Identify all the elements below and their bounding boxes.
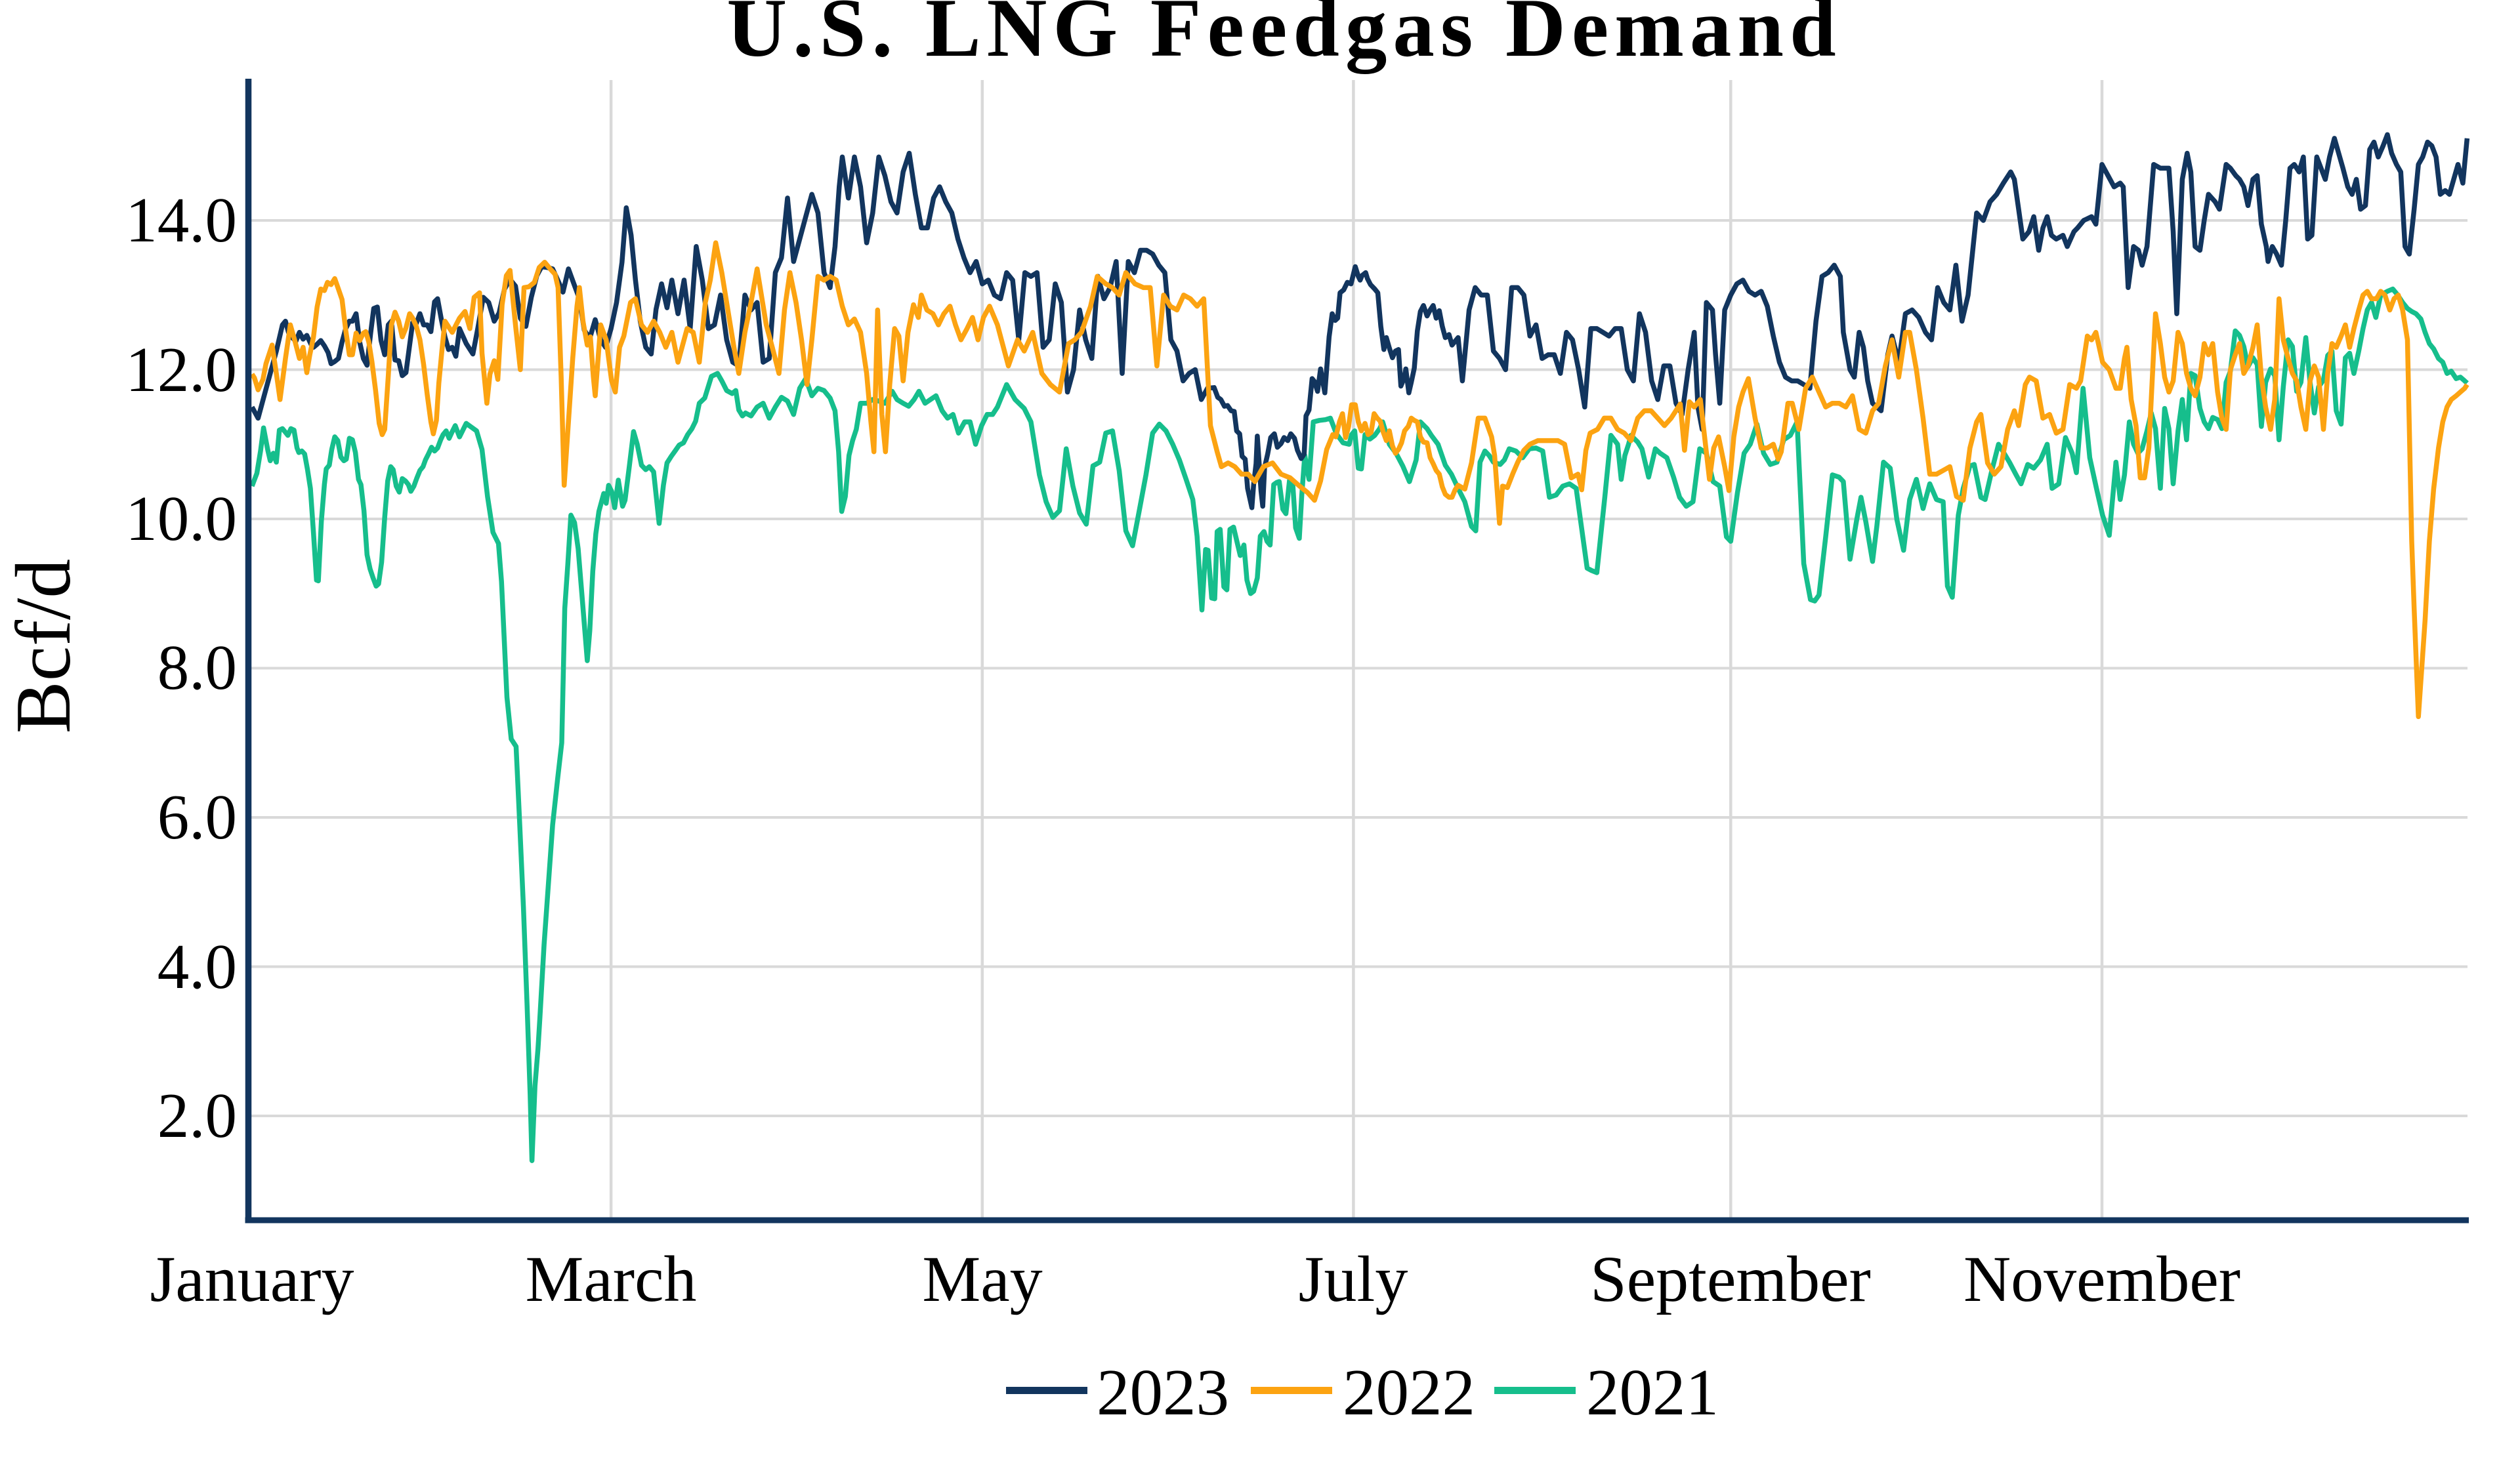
svg-text:8.0: 8.0: [158, 632, 237, 703]
svg-text:September: September: [1590, 1243, 1871, 1315]
svg-text:2021: 2021: [1586, 1355, 1719, 1429]
svg-text:January: January: [150, 1243, 354, 1315]
svg-text:14.0: 14.0: [125, 185, 237, 255]
svg-text:March: March: [526, 1243, 697, 1315]
svg-text:May: May: [922, 1243, 1042, 1315]
svg-text:2023: 2023: [1097, 1355, 1229, 1429]
svg-text:6.0: 6.0: [158, 782, 237, 852]
svg-text:2022: 2022: [1343, 1355, 1475, 1429]
svg-text:2.0: 2.0: [158, 1080, 237, 1151]
svg-text:4.0: 4.0: [158, 932, 237, 1002]
svg-text:July: July: [1299, 1243, 1408, 1315]
svg-text:12.0: 12.0: [125, 335, 237, 405]
svg-text:November: November: [1964, 1243, 2240, 1315]
svg-text:U.S. LNG Feedgas Demand: U.S. LNG Feedgas Demand: [726, 0, 1841, 74]
svg-text:10.0: 10.0: [125, 483, 237, 554]
svg-text:Bcf/d: Bcf/d: [0, 559, 87, 734]
